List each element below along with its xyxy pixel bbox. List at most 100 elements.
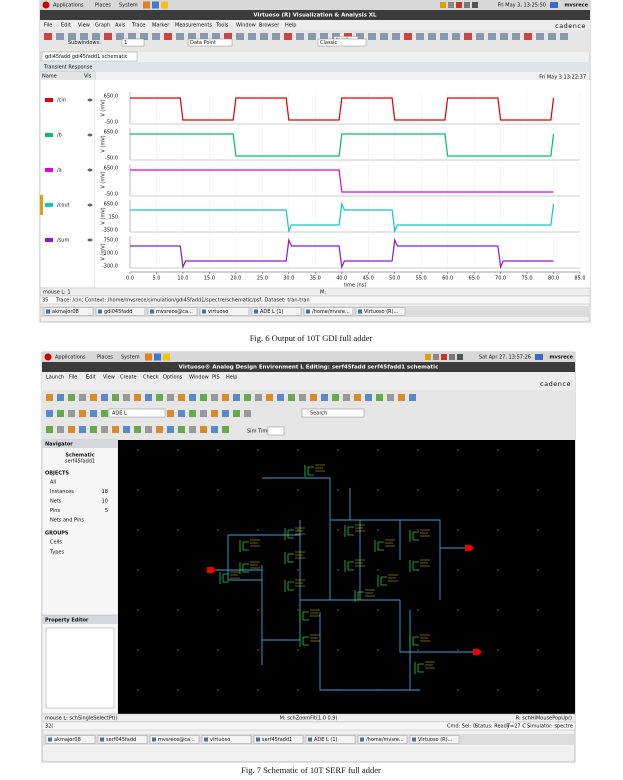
taskbar-label[interactable]: mvsrece@ca... — [156, 309, 193, 315]
tool-icon — [308, 33, 316, 40]
tool-icon — [68, 410, 75, 417]
tool-icon — [189, 426, 196, 433]
os-menu-item[interactable]: Applications — [53, 3, 84, 9]
visibility-icon[interactable] — [87, 168, 93, 172]
toolbar-field-label[interactable]: Sim Time — [247, 429, 270, 435]
figure-caption: Fig. 6 Output of 10T GDI full adder — [250, 333, 373, 343]
toolbar-field-label[interactable]: ADE L — [112, 411, 127, 417]
legend-label[interactable]: /cout — [57, 203, 70, 209]
menu-item[interactable]: Help — [285, 23, 296, 29]
legend-swatch — [45, 98, 53, 102]
os-menu-item[interactable]: Places — [97, 355, 113, 361]
menu-item[interactable]: Window — [189, 375, 209, 381]
tool-icon — [548, 33, 556, 40]
taskbar-label[interactable]: gdi045fadd — [104, 309, 132, 315]
object-item[interactable]: Instances — [50, 489, 74, 495]
tool-icon — [404, 33, 412, 40]
toolbar-field-label[interactable]: Subwindows: — [68, 40, 101, 46]
menu-item[interactable]: Create — [120, 375, 137, 381]
menu-item[interactable]: Launch — [46, 375, 64, 381]
visibility-icon[interactable] — [87, 133, 93, 137]
title-bar — [40, 10, 590, 20]
toolbar-field-label[interactable]: Data Point — [190, 40, 216, 46]
menu-item[interactable]: File — [69, 375, 77, 381]
object-item[interactable]: Pins — [50, 508, 60, 514]
tray-icon — [440, 2, 446, 8]
grid-dot — [537, 609, 539, 611]
taskbar-label[interactable]: /home/mvsre... — [366, 737, 404, 743]
search-placeholder[interactable]: Search — [310, 411, 327, 417]
menu-item[interactable]: Edit — [61, 23, 71, 29]
y-axis-label: V (mV) — [101, 135, 107, 152]
menu-item[interactable]: Tools — [215, 23, 229, 29]
taskbar-label[interactable]: ADE L (1) — [314, 737, 338, 743]
taskbar-label[interactable]: Virtuoso (R)... — [364, 309, 399, 315]
menu-item[interactable]: Measurements — [175, 23, 212, 29]
menu-item[interactable]: Trace — [131, 23, 145, 29]
tool-icon — [376, 394, 383, 401]
menu-item[interactable]: File — [44, 23, 52, 29]
status-text: M: schZoomFit(1.0 0.9) — [280, 716, 338, 722]
taskbar-label[interactable]: virtuoso — [208, 309, 228, 315]
taskbar-label[interactable]: akmajor08 — [52, 309, 79, 315]
grid-dot — [177, 569, 179, 571]
taskbar-label[interactable]: mvsrece@ca... — [158, 737, 195, 743]
taskbar-label[interactable]: akmajor08 — [54, 737, 81, 743]
title-bar — [42, 362, 575, 372]
menu-item[interactable]: Browser — [259, 23, 280, 29]
tool-icon — [57, 410, 64, 417]
search-field — [301, 408, 365, 418]
tab-label[interactable]: gdi45fadd gdi45fadd1 schematic — [45, 54, 128, 60]
y-tick-label: -50.0 — [105, 156, 118, 162]
menu-item[interactable]: Axis — [115, 23, 126, 29]
menu-item[interactable]: Window — [236, 23, 256, 29]
os-menu-item[interactable]: System — [121, 355, 140, 361]
object-item[interactable]: Nets and Pins — [50, 518, 84, 524]
menu-item[interactable]: Marker — [152, 23, 170, 29]
tray-icon — [433, 354, 439, 360]
clock: Fri May 3, 13:25:50 — [498, 3, 546, 9]
taskbar-label[interactable]: serf45fadd1 — [262, 737, 292, 743]
tool-icon — [140, 33, 148, 40]
os-menu-item[interactable]: System — [119, 3, 138, 9]
menu-item[interactable]: Options — [163, 375, 183, 381]
legend-label[interactable]: /cin — [57, 98, 66, 104]
taskbar-label[interactable]: virtuoso — [210, 737, 230, 743]
clock: Sat Apr 27, 13:57:26 — [479, 355, 531, 361]
tool-icon — [188, 33, 196, 40]
legend-label[interactable]: /b — [57, 133, 62, 139]
visibility-icon[interactable] — [87, 238, 93, 242]
group-item[interactable]: Cells — [50, 540, 62, 546]
legend-label[interactable]: /sum — [57, 238, 69, 244]
os-menu-item[interactable]: Places — [95, 3, 111, 9]
transistor — [299, 635, 309, 647]
grid-dot — [177, 649, 179, 651]
taskbar-label[interactable]: ADE L (1) — [260, 309, 284, 315]
transistor-label — [365, 589, 375, 597]
user-name: mvsrece — [549, 355, 573, 361]
menu-item[interactable]: Help — [226, 375, 237, 381]
menu-item[interactable]: Edit — [86, 375, 96, 381]
menu-item[interactable]: Check — [143, 375, 158, 381]
taskbar-label[interactable]: Virtuoso (R)... — [418, 737, 453, 743]
menu-item[interactable]: View — [103, 375, 115, 381]
object-item[interactable]: Nets — [50, 499, 62, 505]
menu-item[interactable]: Graph — [95, 23, 110, 29]
taskbar-label[interactable]: serf045fadd — [106, 737, 136, 743]
visibility-icon[interactable] — [87, 203, 93, 207]
taskbar-label[interactable]: /home/mvsre... — [312, 309, 350, 315]
tool-icon — [416, 33, 424, 40]
y-axis-label: V (mV) — [101, 171, 107, 188]
toolbar-field-label[interactable]: 1 — [124, 40, 127, 46]
group-item[interactable]: Types — [49, 550, 64, 556]
visibility-icon[interactable] — [87, 98, 93, 102]
menu-item[interactable]: View — [78, 23, 90, 29]
tool-icon — [57, 394, 64, 401]
os-menu-item[interactable]: Applications — [55, 355, 86, 361]
object-item[interactable]: All — [50, 480, 56, 486]
legend-label[interactable]: /a — [57, 168, 62, 174]
transistor-label — [310, 609, 320, 617]
menu-item[interactable]: PIS — [212, 375, 220, 381]
toolbar-field-label[interactable]: Classic — [320, 40, 338, 46]
object-count: 18 — [102, 489, 108, 495]
